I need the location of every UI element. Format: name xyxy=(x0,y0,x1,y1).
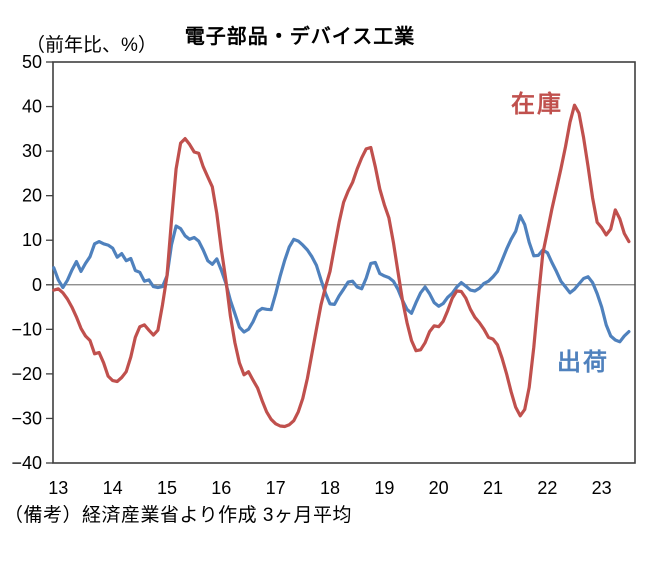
x-axis-tick-label: 19 xyxy=(374,478,394,498)
y-axis-tick-label: 20 xyxy=(22,186,42,206)
y-axis-unit-label: （前年比、%） xyxy=(26,35,157,56)
y-axis-tick-label: 0 xyxy=(32,275,42,295)
series-line-inventory xyxy=(52,103,631,429)
y-axis-tick-label: 10 xyxy=(22,230,42,250)
x-axis-tick-label: 18 xyxy=(320,478,340,498)
y-axis-tick-label: −20 xyxy=(11,364,42,384)
x-axis-tick-label: 20 xyxy=(429,478,449,498)
y-axis-tick-label: 40 xyxy=(22,97,42,117)
y-axis-tick-label: −10 xyxy=(11,319,42,339)
plot-frame xyxy=(52,61,636,464)
series-line-shipments xyxy=(52,214,631,344)
x-axis-tick-label: 14 xyxy=(103,478,123,498)
x-axis-tick-label: 16 xyxy=(211,478,231,498)
y-axis-tick-label: −30 xyxy=(11,408,42,428)
x-axis-tick-label: 22 xyxy=(537,478,557,498)
x-axis-tick-label: 15 xyxy=(157,478,177,498)
series-label-shipments: 出荷 xyxy=(557,349,609,376)
chart-title: 電子部品・デバイス工業 xyxy=(184,26,416,48)
series-label-inventory: 在庫 xyxy=(511,91,563,118)
x-axis-tick-label: 13 xyxy=(48,478,68,498)
x-axis-tick-label: 17 xyxy=(266,478,286,498)
chart-footnote: （備考）経済産業省より作成 3ヶ月平均 xyxy=(4,505,352,526)
y-axis-tick-label: 50 xyxy=(22,52,42,72)
x-axis-tick-label: 23 xyxy=(592,478,612,498)
y-axis-tick-label: 30 xyxy=(22,141,42,161)
y-axis-tick-label: −40 xyxy=(11,453,42,473)
x-axis-tick-label: 21 xyxy=(483,478,503,498)
